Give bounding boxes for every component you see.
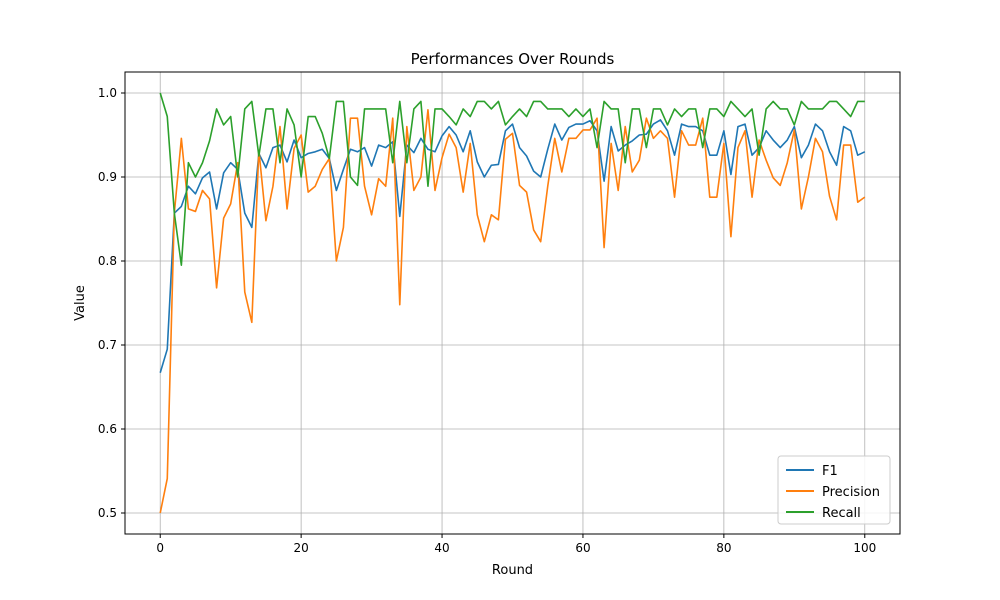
y-tick-label: 0.9 bbox=[98, 170, 117, 184]
legend-label-precision: Precision bbox=[822, 485, 880, 500]
plot-frame bbox=[124, 71, 901, 535]
x-tick-label: 40 bbox=[434, 541, 449, 555]
y-tick-label: 0.8 bbox=[98, 254, 117, 268]
x-tick-label: 100 bbox=[853, 541, 876, 555]
grid-lines bbox=[125, 72, 900, 534]
legend-box bbox=[777, 455, 891, 525]
legend: F1 Precision Recall bbox=[777, 455, 891, 525]
y-tick-label: 0.7 bbox=[98, 338, 117, 352]
x-axis-title: Round bbox=[492, 563, 533, 578]
series-line-recall bbox=[159, 92, 865, 267]
y-tick-label: 1.0 bbox=[98, 86, 117, 100]
x-tick-label: 20 bbox=[293, 541, 308, 555]
x-tick-label: 60 bbox=[575, 541, 590, 555]
axis-ticks: 0 20 40 60 80 100 0.5 0.6 0.7 0.8 0.9 1.0 bbox=[98, 86, 876, 555]
x-tick-label: 0 bbox=[156, 541, 164, 555]
series-lines bbox=[159, 92, 866, 514]
y-tick-label: 0.5 bbox=[98, 506, 117, 520]
legend-label-recall: Recall bbox=[822, 506, 861, 521]
y-tick-label: 0.6 bbox=[98, 422, 117, 436]
y-axis-title: Value bbox=[73, 285, 88, 321]
x-tick-label: 80 bbox=[716, 541, 731, 555]
legend-label-f1: F1 bbox=[822, 464, 838, 479]
chart-title: Performances Over Rounds bbox=[411, 50, 615, 68]
